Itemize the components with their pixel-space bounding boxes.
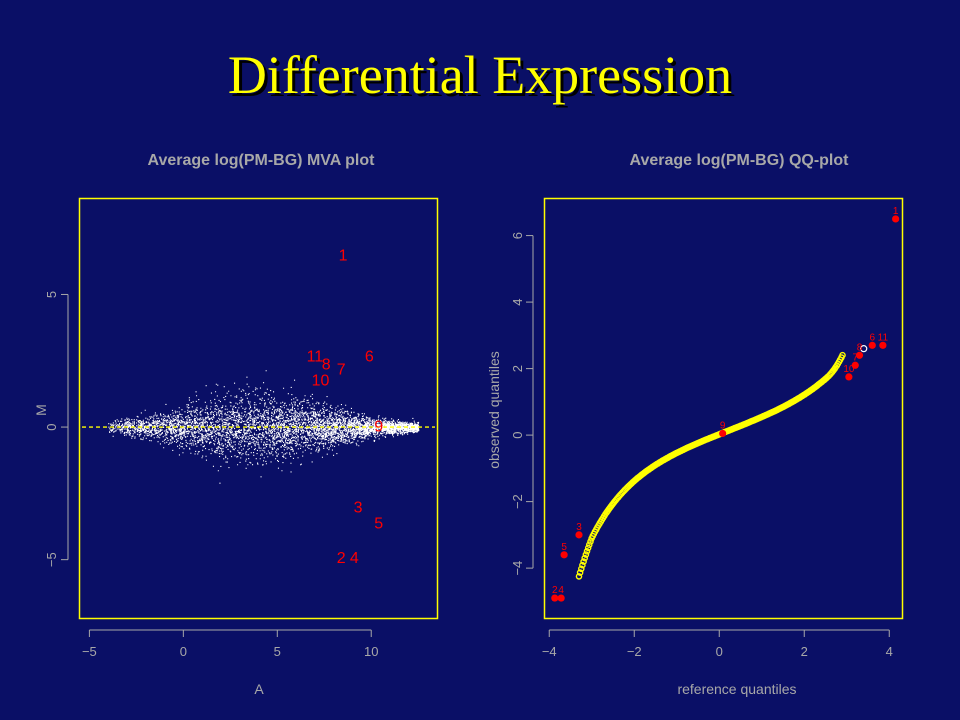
qq-x-tick-label: 0: [716, 644, 723, 659]
qq-gene-point: [851, 361, 859, 369]
mva-gene-label: 4: [350, 550, 359, 567]
mva-y-axis-label: M: [33, 404, 49, 416]
qq-y-tick-label: 2: [510, 365, 525, 372]
mva-plot-title: Average log(PM-BG) MVA plot: [148, 152, 376, 169]
mva-x-tick-label: 5: [274, 644, 281, 659]
qq-gene-point: [855, 351, 864, 359]
mva-plot: Average log(PM-BG) MVA plot A M 111 68 710…: [33, 152, 439, 697]
qq-gene-point: [551, 594, 559, 602]
mva-gene-label: 1: [339, 248, 348, 265]
qq-gene-label: 7: [852, 352, 858, 363]
mva-gene-label: 10: [312, 372, 330, 389]
qq-x-axis-label: reference quantiles: [677, 681, 796, 697]
mva-gene-label: 6: [365, 348, 374, 365]
mva-gene-label: 7: [337, 362, 346, 379]
qq-gene-label: 9: [720, 420, 726, 431]
qq-y-tick-label: −4: [510, 561, 525, 576]
qq-x-tick-label: 2: [801, 644, 808, 659]
mva-gene-label: 8: [322, 356, 331, 373]
mva-gene-label: 11: [307, 348, 324, 365]
qq-gene-label: 10: [843, 364, 855, 375]
mva-gene-label: 2: [337, 550, 346, 567]
qq-plot-title: Average log(PM-BG) QQ-plot: [630, 152, 850, 169]
mva-gene-label: 3: [354, 500, 363, 517]
mva-point-cloud: [108, 370, 420, 484]
qq-gene-point: [879, 341, 887, 349]
qq-gene-point: [845, 373, 853, 381]
mva-x-tick-label: 0: [180, 644, 187, 659]
qq-curve-points: [575, 351, 846, 580]
qq-x-tick-label: −2: [627, 644, 642, 659]
qq-gene-label: 6: [869, 332, 875, 343]
mva-x-tick-label: 10: [364, 644, 378, 659]
qq-gene-point: [719, 429, 727, 438]
qq-y-tick-label: 6: [510, 232, 525, 239]
qq-curve-point: [860, 345, 868, 353]
qq-y-tick-label: 4: [510, 298, 525, 305]
slide-title: Differential Expression: [227, 45, 733, 105]
mva-y-tick-label: −5: [44, 552, 59, 567]
qq-gene-label: 3: [576, 522, 582, 533]
qq-y-tick-label: 0: [510, 431, 525, 438]
qq-gene-label: 11: [878, 332, 889, 343]
qq-gene-point: [868, 341, 876, 349]
qq-gene-label: 8: [857, 342, 863, 353]
qq-gene-label: 1: [893, 206, 899, 217]
mva-x-axis-label: A: [254, 681, 264, 697]
qq-y-tick-label: −2: [510, 494, 525, 509]
qq-gene-label: 5: [561, 542, 567, 553]
qq-x-tick-label: −4: [542, 644, 557, 659]
qq-gene-point: [575, 531, 583, 539]
mva-y-tick-label: 0: [44, 423, 59, 430]
mva-y-tick-label: 5: [44, 291, 59, 298]
mva-gene-label: 9: [374, 419, 383, 436]
qq-y-axis-label: observed quantiles: [486, 351, 502, 469]
mva-plot-frame: [78, 197, 439, 620]
qq-gene-label: 2: [552, 585, 558, 596]
mva-gene-label: 5: [374, 516, 383, 533]
qq-curve: [575, 345, 868, 580]
qq-gene-point: [557, 594, 565, 602]
qq-gene-point: [560, 551, 568, 559]
mva-cloud-points: [108, 370, 420, 484]
qq-x-tick-label: 4: [886, 644, 893, 659]
qq-plot-frame: [543, 197, 904, 620]
qq-gene-point: [892, 215, 900, 223]
qq-plot: Average log(PM-BG) QQ-plot reference qua…: [486, 152, 904, 697]
qq-gene-label: 4: [558, 585, 564, 596]
mva-x-tick-label: −5: [82, 644, 97, 659]
